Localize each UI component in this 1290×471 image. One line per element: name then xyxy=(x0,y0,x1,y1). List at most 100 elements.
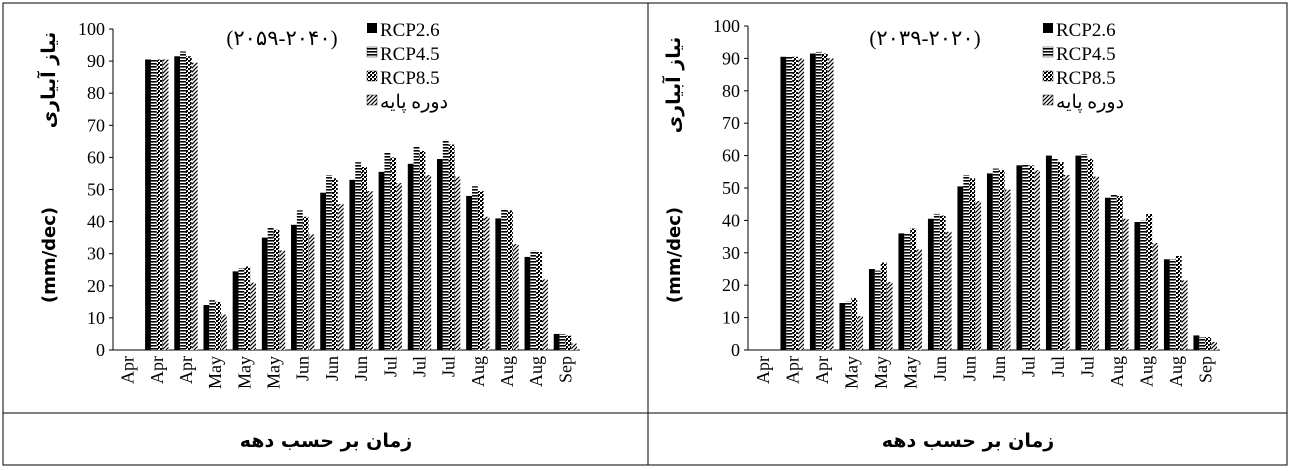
bar xyxy=(1211,341,1218,350)
x-tick-label: Aug xyxy=(1166,356,1186,387)
bar xyxy=(898,233,905,350)
bar xyxy=(542,279,548,350)
x-tick-label: Sep xyxy=(1195,356,1215,383)
bar xyxy=(407,163,414,350)
x-tick-label: Jul xyxy=(409,356,429,377)
y-tick-label: 90 xyxy=(87,51,105,71)
bar xyxy=(1205,337,1212,350)
bar xyxy=(331,178,338,350)
x-tick-label: May xyxy=(871,356,891,389)
bar xyxy=(916,249,923,350)
bar xyxy=(483,216,490,350)
bar xyxy=(998,170,1005,350)
plot-area: 0 10 20 30 40 50 60 70 80 90 100 Apr Apr Apr May May May… xyxy=(78,19,580,389)
x-tick-label: May xyxy=(205,356,225,389)
x-tick-label: Jun xyxy=(959,356,979,381)
legend-swatch xyxy=(1042,70,1054,82)
bar xyxy=(786,56,793,350)
bar xyxy=(1028,165,1035,350)
bar xyxy=(156,59,163,351)
x-tick-label: Jun xyxy=(989,356,1009,381)
bar xyxy=(1110,194,1117,350)
bar xyxy=(1116,196,1123,350)
bar xyxy=(945,231,952,350)
bar xyxy=(992,168,999,350)
bar xyxy=(337,203,344,350)
bar xyxy=(880,262,887,350)
bar xyxy=(174,56,181,350)
bar xyxy=(886,281,893,350)
x-tick-label: Apr xyxy=(812,356,832,384)
bar xyxy=(220,314,227,350)
x-tick-label: Aug xyxy=(526,356,546,387)
bar xyxy=(495,218,502,350)
x-tick-label: Sep xyxy=(555,356,575,383)
bar xyxy=(1163,259,1170,350)
x-tick-label: May xyxy=(264,356,284,389)
bar xyxy=(851,298,858,350)
bar xyxy=(250,282,257,350)
y-tick-label: 60 xyxy=(87,147,105,167)
legend-label: RCP4.5 xyxy=(1056,44,1116,65)
bar xyxy=(145,59,151,351)
bar xyxy=(1104,197,1111,350)
x-tick-label: Apr xyxy=(118,356,138,384)
legend-swatch xyxy=(1042,46,1054,58)
x-tick-label: May xyxy=(234,356,254,389)
bar xyxy=(384,152,391,350)
bar xyxy=(512,244,519,350)
y-tick-label: 40 xyxy=(87,212,105,232)
x-tick-label: Jul xyxy=(1018,356,1038,377)
x-tick-label: Jul xyxy=(439,356,459,377)
x-tick-label: Jul xyxy=(380,356,400,377)
y-tick-label: 20 xyxy=(722,275,740,295)
x-tick-label: Apr xyxy=(753,356,773,384)
bar xyxy=(975,200,982,350)
bar xyxy=(361,167,367,350)
bar xyxy=(874,270,881,350)
chart-panel-2020-2039: 0 10 20 30 40 50 60 70 80 90 100 Apr Apr Apr May May May… xyxy=(647,2,1288,466)
bar xyxy=(203,305,210,350)
bar xyxy=(939,215,946,350)
x-tick-label: Aug xyxy=(468,356,488,387)
legend-label: دوره پایه xyxy=(1056,92,1124,113)
bar xyxy=(1075,155,1082,350)
bar xyxy=(1146,213,1153,350)
bar xyxy=(1193,335,1200,350)
y-tick-label: 70 xyxy=(87,115,105,135)
bar xyxy=(378,171,385,350)
bar xyxy=(454,176,461,350)
bar xyxy=(910,228,917,350)
bar xyxy=(238,268,245,350)
chart-title: (۲۰۵۹-۲۰۴۰) xyxy=(226,26,337,50)
bar xyxy=(1134,222,1141,350)
bar xyxy=(1051,158,1058,350)
y-tick-label: 80 xyxy=(722,81,740,101)
legend-swatch xyxy=(366,94,378,106)
bar xyxy=(933,213,940,350)
bar xyxy=(1034,170,1041,350)
y-tick-label: 0 xyxy=(96,340,105,360)
bar xyxy=(868,269,875,350)
legend-label: دوره پایه xyxy=(380,92,448,113)
bar xyxy=(780,56,787,350)
bar xyxy=(296,210,303,350)
x-axis-label: زمان بر حسب دهه xyxy=(240,430,412,452)
bar xyxy=(809,53,816,350)
legend: RCP2.6 RCP4.5 RCP8.5 دوره پایه xyxy=(1042,20,1124,113)
bar xyxy=(1087,158,1094,350)
bar xyxy=(425,175,432,350)
bar xyxy=(302,216,309,350)
bar xyxy=(191,62,198,351)
y-tick-label: 100 xyxy=(713,16,740,36)
plot-area: 0 10 20 30 40 50 60 70 80 90 100 Apr Apr Apr May May May… xyxy=(713,16,1220,389)
bar xyxy=(845,301,852,350)
y-axis-label-persian: نیاز آبیاری xyxy=(661,37,685,133)
bar xyxy=(244,266,251,350)
bar xyxy=(1022,163,1029,350)
chart-title: (۲۰۳۹-۲۰۲۰) xyxy=(869,26,980,50)
y-tick-label: 90 xyxy=(722,48,740,68)
x-tick-label: Aug xyxy=(497,356,517,387)
y-tick-label: 50 xyxy=(87,180,105,200)
